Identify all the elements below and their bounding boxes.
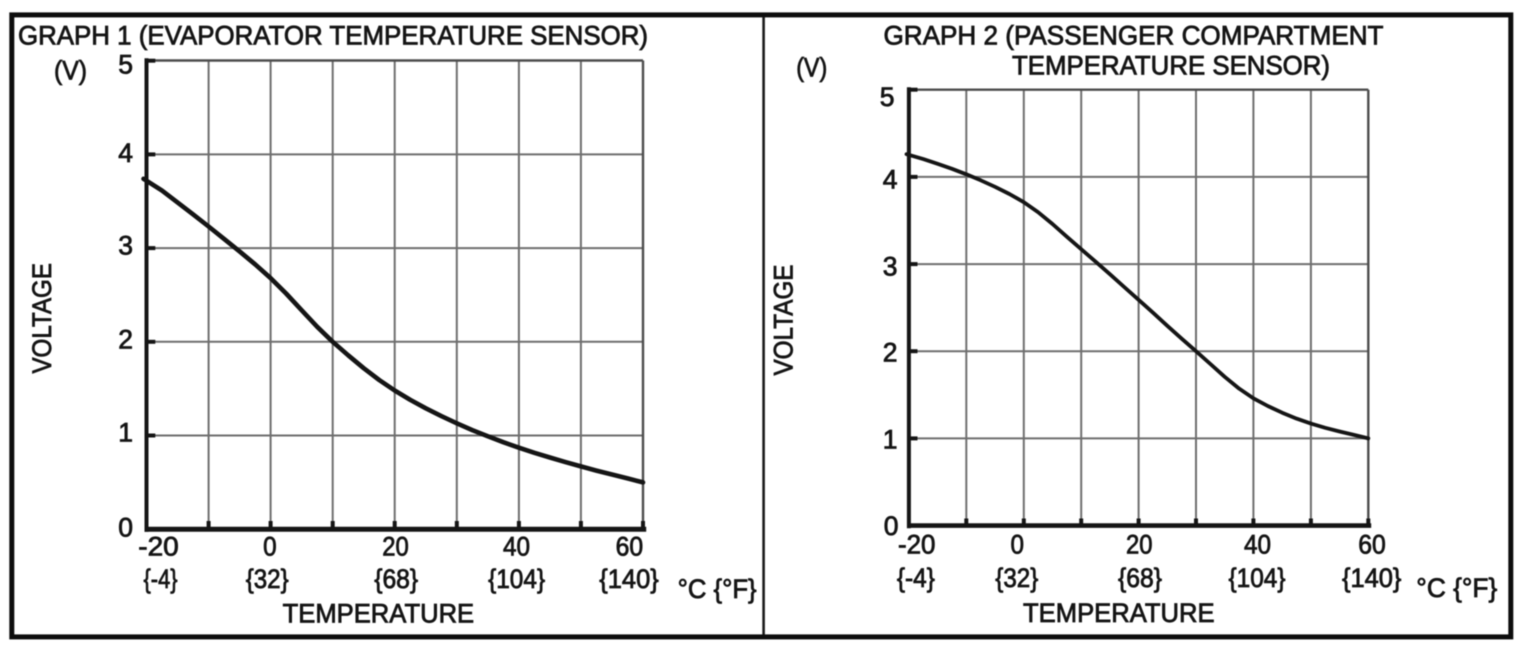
- svg-text:TEMPERATURE: TEMPERATURE: [1023, 598, 1215, 628]
- svg-text:-20: -20: [138, 532, 179, 562]
- svg-text:3: 3: [883, 252, 898, 282]
- svg-text:2: 2: [118, 325, 133, 355]
- svg-text:VOLTAGE: VOLTAGE: [27, 263, 57, 374]
- svg-text:5: 5: [118, 50, 133, 80]
- svg-text:1: 1: [883, 425, 898, 455]
- svg-text:4: 4: [883, 165, 898, 195]
- svg-text:60: 60: [1358, 530, 1386, 560]
- svg-text:{-4}: {-4}: [897, 563, 935, 593]
- svg-text:(V): (V): [54, 56, 87, 86]
- svg-text:0: 0: [884, 511, 899, 541]
- svg-text:{104}: {104}: [1229, 563, 1286, 593]
- svg-text:20: 20: [1126, 530, 1153, 560]
- svg-text:{32}: {32}: [995, 563, 1038, 593]
- svg-text:20: 20: [382, 532, 409, 562]
- svg-text:{32}: {32}: [246, 564, 289, 594]
- svg-text:VOLTAGE: VOLTAGE: [768, 265, 798, 376]
- svg-text:{140}: {140}: [1342, 563, 1402, 593]
- svg-text:2: 2: [883, 338, 898, 368]
- svg-text:TEMPERATURE: TEMPERATURE: [283, 599, 475, 629]
- svg-text:GRAPH 2 (PASSENGER COMPARTMEN: GRAPH 2 (PASSENGER COMPARTMENT: [884, 21, 1384, 51]
- svg-text:{68}: {68}: [1118, 563, 1162, 593]
- svg-text:0: 0: [263, 532, 277, 562]
- svg-text:°C {°F}: °C {°F}: [1416, 573, 1497, 603]
- svg-text:40: 40: [503, 532, 530, 562]
- svg-text:0: 0: [118, 513, 133, 543]
- svg-text:{104}: {104}: [488, 564, 545, 594]
- svg-text:GRAPH 1 (EVAPORATOR TEMPERATUR: GRAPH 1 (EVAPORATOR TEMPERATURE SENSOR): [18, 21, 648, 51]
- svg-text:40: 40: [1244, 530, 1271, 560]
- svg-text:{140}: {140}: [599, 564, 659, 594]
- svg-text:60: 60: [616, 532, 644, 562]
- svg-text:-20: -20: [898, 530, 936, 560]
- svg-text:0: 0: [1010, 530, 1024, 560]
- svg-text:5: 5: [880, 82, 895, 112]
- svg-text:1: 1: [118, 418, 133, 448]
- svg-text:4: 4: [118, 138, 133, 168]
- svg-text:{-4}: {-4}: [144, 564, 178, 594]
- svg-text:{68}: {68}: [374, 564, 418, 594]
- svg-text:TEMPERATURE SENSOR): TEMPERATURE SENSOR): [1012, 51, 1330, 81]
- svg-text:°C {°F}: °C {°F}: [678, 574, 757, 604]
- svg-text:3: 3: [118, 231, 133, 261]
- svg-text:(V): (V): [796, 53, 827, 83]
